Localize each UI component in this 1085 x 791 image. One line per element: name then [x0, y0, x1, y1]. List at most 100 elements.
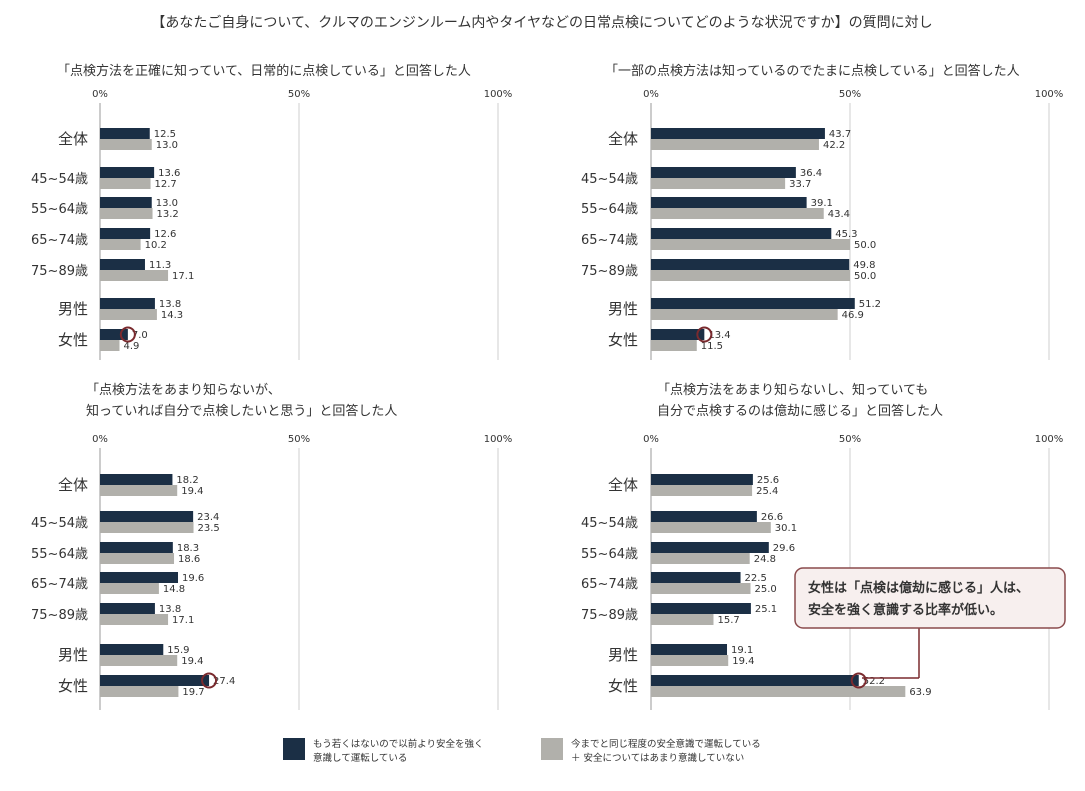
data-label: 15.9 [167, 645, 189, 656]
bar-series-2 [651, 655, 729, 666]
bar-series-1 [651, 228, 832, 239]
data-label: 13.8 [159, 604, 181, 615]
bar-series-1 [651, 128, 825, 139]
bar-series-1 [651, 511, 757, 522]
data-label: 18.2 [176, 475, 198, 486]
category-label: 女性 [608, 677, 638, 695]
callout-text: 女性は「点検は億劫に感じる」人は、 [808, 580, 1029, 596]
data-label: 23.5 [198, 523, 220, 534]
bar-series-2 [100, 583, 159, 594]
chart-panel-2: 「一部の点検方法は知っているのでたまに点検している」と回答した人 0% 50% 100… [581, 63, 1063, 360]
callout-text: 安全を強く意識する比率が低い。 [808, 602, 1003, 618]
bar-series-2 [651, 553, 750, 564]
category-label: 女性 [58, 677, 88, 695]
data-label: 15.7 [717, 615, 739, 626]
data-label: 11.3 [149, 260, 171, 271]
figure-title: 【あなたご自身について、クルマのエンジンルーム内やタイヤなどの日常点検についてど… [151, 15, 932, 31]
x-tick-label: 100% [484, 89, 513, 100]
panel-title: 「点検方法をあまり知らないし、知っていても [657, 382, 928, 398]
panel-title: 「点検方法をあまり知らないが、 [86, 382, 281, 398]
data-label: 19.4 [181, 656, 203, 667]
category-label: 65~74歳 [581, 577, 638, 592]
bar-series-1 [651, 329, 705, 340]
category-label: 女性 [608, 331, 638, 349]
bar-series-2 [100, 340, 120, 351]
bar-series-2 [651, 208, 824, 219]
legend-swatch [283, 738, 305, 760]
chart-panel-3: 「点検方法をあまり知らないが、知っていれば自分で点検したいと思う」と回答した人 0… [31, 382, 512, 710]
x-tick-label: 0% [643, 89, 659, 100]
bar-series-1 [100, 197, 152, 208]
category-label: 55~64歳 [31, 202, 88, 217]
category-label: 全体 [58, 130, 88, 148]
bar-series-1 [100, 675, 210, 686]
category-label: 65~74歳 [581, 233, 638, 248]
panel-title: 知っていれば自分で点検したいと思う」と回答した人 [86, 403, 397, 419]
data-label: 4.9 [124, 341, 140, 352]
data-label: 19.6 [182, 573, 204, 584]
chart-panel-1: 「点検方法を正確に知っていて、日常的に点検している」と回答した人 0% 50% 100… [31, 63, 512, 360]
legend-label: もう若くはないので以前より安全を強く [313, 738, 484, 750]
bar-series-2 [100, 208, 153, 219]
data-label: 13.6 [158, 168, 180, 179]
bar-series-2 [100, 655, 178, 666]
data-label: 50.0 [854, 271, 876, 282]
category-label: 55~64歳 [581, 547, 638, 562]
x-tick-label: 50% [288, 434, 310, 445]
bar-series-2 [651, 239, 850, 250]
data-label: 25.4 [756, 486, 778, 497]
category-label: 75~89歳 [31, 264, 88, 279]
data-label: 12.7 [155, 179, 177, 190]
bar-series-2 [100, 309, 157, 320]
category-label: 75~89歳 [581, 608, 638, 623]
category-label: 75~89歳 [581, 264, 638, 279]
bar-series-2 [651, 270, 850, 281]
category-label: 55~64歳 [581, 202, 638, 217]
category-label: 全体 [608, 130, 638, 148]
panel-title: 「一部の点検方法は知っているのでたまに点検している」と回答した人 [605, 63, 1020, 79]
data-label: 13.8 [159, 299, 181, 310]
data-label: 14.3 [161, 310, 183, 321]
data-label: 19.7 [182, 687, 204, 698]
data-label: 43.7 [829, 129, 851, 140]
x-tick-label: 100% [1035, 434, 1064, 445]
category-label: 75~89歳 [31, 608, 88, 623]
data-label: 25.6 [757, 475, 779, 486]
data-label: 22.5 [745, 573, 767, 584]
x-tick-label: 100% [1035, 89, 1064, 100]
chart-panel-4: 「点検方法をあまり知らないし、知っていても自分で点検するのは億劫に感じる」と回答… [581, 382, 1063, 710]
panel-title: 「点検方法を正確に知っていて、日常的に点検している」と回答した人 [57, 63, 471, 79]
x-tick-label: 50% [839, 434, 861, 445]
bar-series-1 [651, 298, 855, 309]
data-label: 19.4 [181, 486, 203, 497]
category-label: 65~74歳 [31, 577, 88, 592]
bar-series-1 [100, 228, 151, 239]
x-tick-label: 100% [484, 434, 513, 445]
category-label: 男性 [58, 646, 88, 664]
category-label: 男性 [58, 300, 88, 318]
data-label: 17.1 [172, 271, 194, 282]
bar-series-2 [100, 139, 152, 150]
data-label: 50.0 [854, 240, 876, 251]
data-label: 19.4 [732, 656, 754, 667]
bar-series-2 [100, 553, 175, 564]
bar-series-1 [100, 167, 155, 178]
bar-series-2 [100, 485, 178, 496]
bar-series-1 [651, 259, 850, 270]
bar-series-1 [100, 572, 179, 583]
category-label: 女性 [58, 331, 88, 349]
bar-series-2 [651, 340, 697, 351]
data-label: 12.6 [154, 229, 176, 240]
bar-series-2 [100, 270, 169, 281]
data-label: 12.5 [154, 129, 176, 140]
bar-series-1 [100, 542, 173, 553]
data-label: 45.3 [835, 229, 857, 240]
data-label: 13.4 [708, 330, 730, 341]
legend-label: 意識して運転している [313, 752, 407, 764]
bar-series-2 [100, 239, 141, 250]
data-label: 49.8 [853, 260, 875, 271]
data-label: 24.8 [754, 554, 776, 565]
category-label: 45~54歳 [31, 516, 88, 531]
